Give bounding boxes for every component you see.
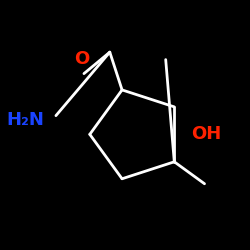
Text: O: O: [74, 50, 89, 68]
Text: OH: OH: [192, 125, 222, 143]
Text: H₂N: H₂N: [6, 111, 44, 129]
